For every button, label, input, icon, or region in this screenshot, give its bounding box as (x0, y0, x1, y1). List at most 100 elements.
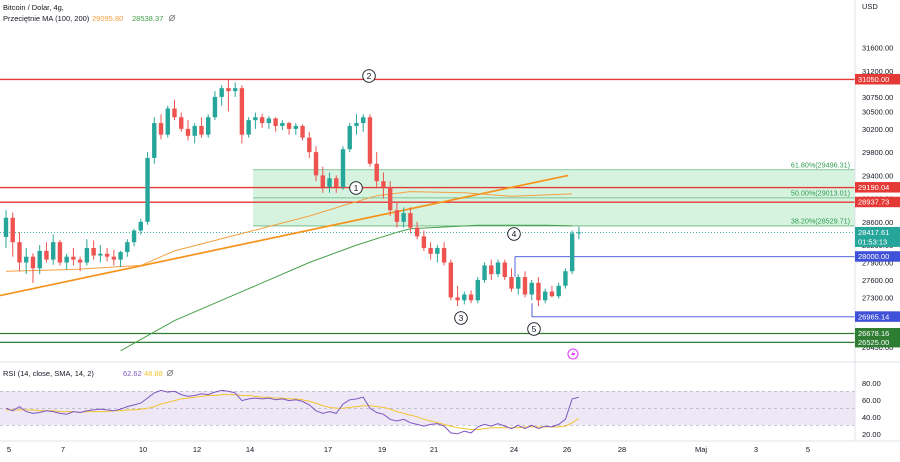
price-label-box (855, 328, 900, 339)
candle-down (394, 210, 400, 222)
candle-up (340, 149, 346, 187)
candle-down (421, 236, 427, 248)
rsi-ma-line (6, 394, 580, 430)
rsi-tick-label: 80.00 (862, 379, 881, 388)
candle-up (145, 157, 150, 222)
candle-up (543, 291, 548, 301)
time-axis[interactable]: 5 7 10 12 14 17 19 21 24 26 28 Maj 3 5 (7, 445, 810, 454)
eye-slash-icon[interactable] (166, 369, 174, 377)
indicator-lines (0, 174, 573, 352)
time-tick-label: 17 (324, 445, 332, 454)
price-label-box (855, 182, 900, 193)
candle-up (361, 117, 366, 124)
currency-label: USD (862, 2, 878, 11)
eye-slash-icon[interactable] (168, 14, 176, 22)
candle-up (556, 285, 561, 297)
rsi-legend-label: RSI (14, close, SMA, 14, 2) (3, 369, 94, 378)
candle-down (179, 117, 184, 129)
time-tick-label: 24 (510, 445, 518, 454)
candle-down (111, 256, 117, 260)
candle-down (239, 88, 245, 135)
candle-up (118, 252, 123, 260)
candle-down (77, 259, 83, 263)
wave-label-circle (507, 227, 521, 241)
rsi-tick-label: 60.00 (862, 396, 881, 405)
price-label-text: 31050.00 (858, 75, 889, 84)
price-label-text: 28417.61 (858, 228, 889, 237)
wave-label-circle (362, 69, 376, 83)
candle-up (192, 125, 197, 136)
candle-down (334, 178, 339, 187)
rsi-line (5, 389, 580, 435)
candle-down (489, 265, 494, 275)
candle-down (313, 152, 319, 176)
candle-down (468, 294, 474, 301)
time-tick-label: Maj (695, 445, 707, 454)
trendline (0, 174, 569, 297)
candle-down (226, 88, 231, 92)
price-tick-label: 29400.00 (862, 171, 893, 180)
wave-label: 5 (532, 324, 537, 334)
price-label-box (855, 73, 900, 85)
price-tick-label: 31600.00 (862, 44, 893, 53)
candle-down (307, 137, 312, 153)
candle-down (549, 291, 555, 297)
price-label-text: 28937.73 (858, 198, 889, 207)
wave-label: 2 (367, 71, 372, 81)
time-tick-label: 28 (618, 445, 626, 454)
candle-down (273, 118, 278, 126)
rsi-panel: 80.00 60.00 40.00 20.00 RSI (14, close, SMA,… (0, 369, 881, 439)
candle-up (206, 117, 211, 135)
price-tick-label: 30750.00 (862, 93, 893, 102)
wave-label: 4 (512, 229, 517, 239)
candle-up (212, 96, 218, 118)
candle-down (91, 247, 96, 256)
time-tick-label: 10 (139, 445, 147, 454)
candle-down (71, 256, 76, 260)
ma200-line (120, 224, 573, 352)
candle-up (482, 265, 487, 280)
wave-label-circle (454, 311, 468, 325)
ma-legend-label: Przeciętnie MA (100, 200) (3, 14, 90, 23)
candle-up (354, 123, 359, 126)
candle-down (441, 247, 447, 263)
eye-icon-part (166, 369, 174, 377)
fib-level-label: 61.80%(29496.31) (791, 160, 850, 169)
candle-down (259, 117, 265, 124)
price-label-text: 26678.16 (858, 329, 889, 338)
candle-up (462, 294, 467, 301)
candle-down (509, 277, 514, 289)
candle-up (219, 88, 224, 97)
lightning-icon[interactable] (567, 348, 579, 360)
price-label-text: 26965.14 (858, 312, 889, 321)
wave-labels: 1 2 3 4 5 (349, 69, 541, 336)
ma100-value: 29095.80 (92, 14, 123, 23)
price-label-box (855, 226, 900, 247)
candle-down (185, 128, 191, 136)
fib-level-label: 50.00%(29013.01) (791, 188, 850, 197)
candle-up (327, 178, 332, 187)
candles (3, 79, 582, 307)
time-tick-label: 7 (61, 445, 65, 454)
time-tick-label: 5 (806, 445, 810, 454)
price-tick-label: 30200.00 (862, 125, 893, 134)
time-tick-label: 14 (246, 445, 254, 454)
candle-up (125, 242, 130, 253)
price-label-box (855, 336, 900, 348)
candle-down (300, 125, 305, 138)
candle-down (448, 262, 454, 298)
candle-up (24, 256, 29, 263)
price-label-text: 29190.04 (858, 183, 889, 192)
candle-up (435, 247, 440, 254)
candle-down (158, 123, 164, 135)
candle-down (455, 297, 460, 301)
wave-label-circle (527, 322, 541, 336)
candle-up (569, 233, 575, 272)
price-tick-label: 27300.00 (862, 293, 893, 302)
candle-down (17, 242, 22, 263)
candle-up (280, 123, 285, 126)
price-tick-label: 29800.00 (862, 148, 893, 157)
candle-down (387, 186, 393, 211)
